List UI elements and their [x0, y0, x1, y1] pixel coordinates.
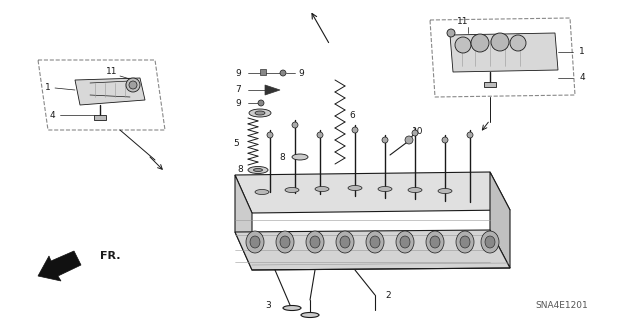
- Ellipse shape: [292, 154, 308, 160]
- Ellipse shape: [438, 189, 452, 194]
- Ellipse shape: [426, 231, 444, 253]
- Circle shape: [280, 70, 286, 76]
- Bar: [94, 115, 106, 120]
- Text: 9: 9: [235, 99, 241, 108]
- Polygon shape: [235, 230, 510, 270]
- Text: 11: 11: [457, 18, 468, 26]
- Text: 8: 8: [279, 152, 285, 161]
- Circle shape: [455, 37, 471, 53]
- Polygon shape: [430, 18, 575, 97]
- Ellipse shape: [301, 313, 319, 317]
- Polygon shape: [75, 78, 145, 105]
- Circle shape: [467, 132, 473, 138]
- Ellipse shape: [283, 306, 301, 310]
- Ellipse shape: [248, 167, 268, 174]
- Text: SNA4E1201: SNA4E1201: [535, 300, 588, 309]
- Text: 4: 4: [579, 73, 585, 83]
- Text: 4: 4: [49, 110, 55, 120]
- Text: 6: 6: [349, 110, 355, 120]
- Ellipse shape: [315, 187, 329, 191]
- Bar: [484, 82, 496, 87]
- Polygon shape: [38, 251, 81, 281]
- Ellipse shape: [396, 231, 414, 253]
- Circle shape: [510, 35, 526, 51]
- Text: 9: 9: [298, 69, 304, 78]
- Circle shape: [442, 137, 448, 143]
- Polygon shape: [235, 172, 510, 213]
- Text: 1: 1: [45, 84, 51, 93]
- Ellipse shape: [249, 109, 271, 117]
- Text: 9: 9: [235, 69, 241, 78]
- Ellipse shape: [378, 187, 392, 191]
- Ellipse shape: [280, 236, 290, 248]
- Ellipse shape: [485, 236, 495, 248]
- Ellipse shape: [456, 231, 474, 253]
- Circle shape: [405, 136, 413, 144]
- Ellipse shape: [400, 236, 410, 248]
- Circle shape: [317, 132, 323, 138]
- Polygon shape: [265, 85, 280, 95]
- Polygon shape: [490, 172, 510, 268]
- Text: 8: 8: [237, 166, 243, 174]
- Text: 1: 1: [579, 48, 585, 56]
- Circle shape: [126, 78, 140, 92]
- Ellipse shape: [460, 236, 470, 248]
- Bar: [260, 69, 266, 75]
- Ellipse shape: [336, 231, 354, 253]
- Text: 10: 10: [412, 128, 424, 137]
- Text: FR.: FR.: [100, 251, 120, 261]
- Ellipse shape: [255, 189, 269, 195]
- Ellipse shape: [246, 231, 264, 253]
- Text: 2: 2: [385, 291, 391, 300]
- Polygon shape: [235, 175, 252, 270]
- Circle shape: [292, 122, 298, 128]
- Circle shape: [412, 130, 418, 136]
- Text: 11: 11: [106, 68, 118, 77]
- Ellipse shape: [370, 236, 380, 248]
- Ellipse shape: [253, 168, 262, 172]
- Circle shape: [258, 100, 264, 106]
- Circle shape: [382, 137, 388, 143]
- Circle shape: [267, 132, 273, 138]
- Ellipse shape: [306, 231, 324, 253]
- Text: 5: 5: [233, 138, 239, 147]
- Ellipse shape: [250, 236, 260, 248]
- Circle shape: [129, 81, 137, 89]
- Ellipse shape: [285, 188, 299, 192]
- Polygon shape: [450, 33, 558, 72]
- Circle shape: [352, 127, 358, 133]
- Ellipse shape: [276, 231, 294, 253]
- Ellipse shape: [408, 188, 422, 192]
- Ellipse shape: [255, 111, 265, 115]
- Polygon shape: [38, 60, 165, 130]
- Text: 7: 7: [235, 85, 241, 94]
- Ellipse shape: [348, 186, 362, 190]
- Circle shape: [471, 34, 489, 52]
- Circle shape: [447, 29, 455, 37]
- Ellipse shape: [366, 231, 384, 253]
- Circle shape: [491, 33, 509, 51]
- Text: 3: 3: [265, 300, 271, 309]
- Ellipse shape: [310, 236, 320, 248]
- Ellipse shape: [430, 236, 440, 248]
- Ellipse shape: [340, 236, 350, 248]
- Ellipse shape: [481, 231, 499, 253]
